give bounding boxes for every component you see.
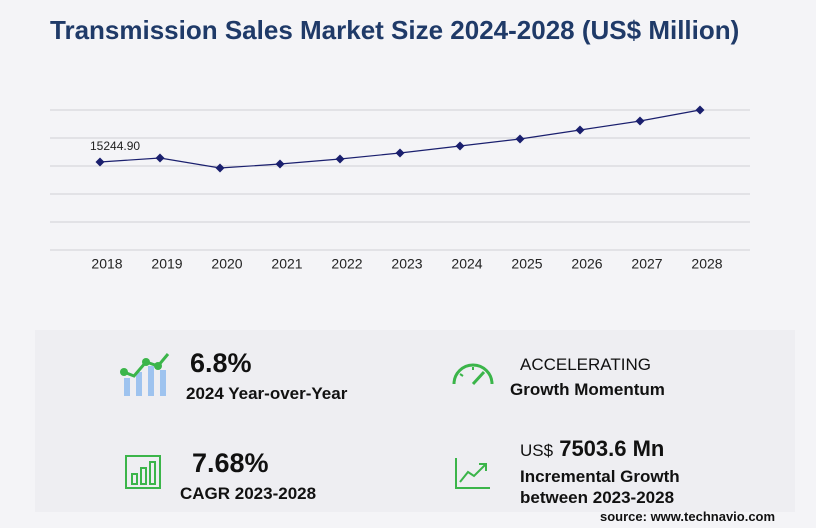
stat-label: CAGR 2023-2028 [180,484,317,503]
stat-value: 7.68% [192,448,269,478]
marker [695,105,705,115]
marker [635,116,645,126]
stat-value-row: US$ 7503.6 Mn [520,436,664,462]
marker [215,163,225,173]
x-tick-label: 2021 [271,256,302,272]
marker [515,134,525,144]
marker [455,141,465,151]
marker [335,154,345,164]
growth-icon [455,458,490,489]
marker [575,125,585,135]
x-tick-label: 2020 [211,256,242,272]
x-tick-label: 2022 [331,256,362,272]
stat-label: Growth Momentum [510,380,665,399]
stat-value: ACCELERATING [520,355,651,374]
source: source: www.technavio.com [600,509,776,524]
cagr-icon [125,455,161,489]
x-tick-label: 2025 [511,256,542,272]
x-tick-label: 2028 [691,256,722,272]
marker [395,148,405,158]
chart: Transmission Sales Market Size 2024-2028… [50,15,750,272]
x-tick-label: 2019 [151,256,182,272]
stat-value: 7503.6 Mn [559,436,665,461]
line [99,109,701,169]
x-tick-label: 2018 [91,256,122,272]
stat-prefix: US$ [520,441,554,460]
marker [95,157,105,167]
x-tick-label: 2026 [571,256,602,272]
yoy-icon [120,353,170,396]
data-label: 15244.90 [90,139,140,153]
chart-title: Transmission Sales Market Size 2024-2028… [50,15,739,45]
marker [155,153,165,163]
x-tick-label: 2027 [631,256,662,272]
x-tick-label: 2024 [451,256,482,272]
stat-label: Incremental Growth between 2023-2028 [520,467,680,507]
gauge-icon [452,363,494,386]
x-tick-label: 2023 [391,256,422,272]
stat-label: 2024 Year-over-Year [186,384,348,403]
marker [275,159,285,169]
stat-value: 6.8% [190,348,252,378]
